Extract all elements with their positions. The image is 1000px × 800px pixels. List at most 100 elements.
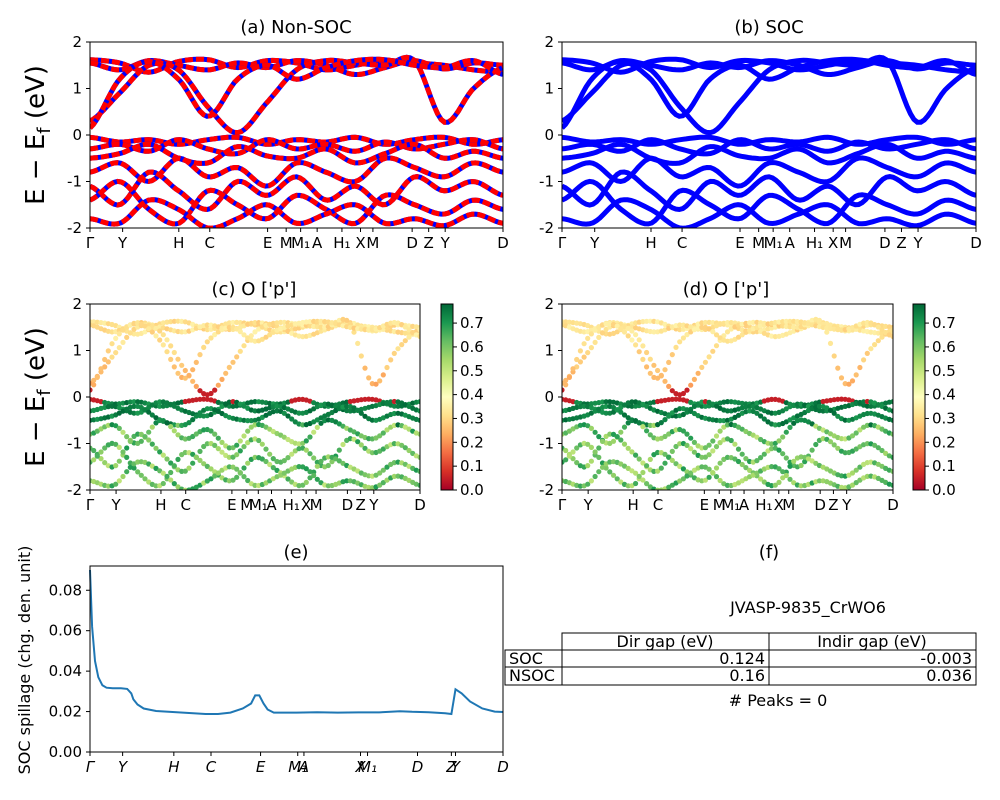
points: [90, 316, 420, 490]
x-tick-label: Γ: [86, 234, 95, 252]
band-point: [776, 438, 782, 444]
x-tick-label: X: [301, 496, 311, 514]
band-point: [655, 468, 661, 474]
band-point: [171, 463, 177, 469]
band-point: [274, 403, 280, 409]
band-point: [391, 350, 397, 356]
band-point: [175, 456, 181, 462]
band-point: [138, 472, 144, 478]
colorbar-tick-label: 0.5: [460, 362, 484, 380]
axes-frame: [561, 303, 894, 491]
axes-frame: [561, 41, 977, 229]
band-point: [662, 451, 668, 457]
y-tick-label: 1: [72, 80, 82, 98]
band-point: [252, 320, 258, 326]
band-point: [724, 454, 731, 460]
band-point: [138, 438, 144, 444]
x-tick-label: E: [263, 234, 272, 252]
band-point: [791, 458, 797, 464]
band-point: [669, 352, 675, 358]
x-tick-label: Y: [117, 234, 128, 252]
band-point: [596, 445, 602, 451]
band-point: [585, 423, 591, 429]
x-tick-label: Γ: [86, 758, 96, 776]
band-point: [658, 465, 664, 471]
band-point: [175, 318, 181, 324]
band-point: [212, 442, 218, 448]
band-point: [743, 456, 749, 462]
band-point: [702, 477, 709, 483]
band-point: [651, 329, 657, 335]
band-point: [149, 329, 155, 335]
panel-b-title: (b) SOC: [734, 17, 803, 38]
bands: [90, 54, 503, 228]
band-line: [90, 197, 503, 228]
band-point: [563, 447, 569, 454]
colorbar-tick-label: 0.1: [932, 457, 956, 475]
band-line: [90, 134, 503, 147]
band-point: [230, 477, 236, 483]
band-point: [127, 330, 133, 336]
band-point: [245, 460, 251, 466]
band-point: [761, 479, 767, 485]
band-point: [618, 479, 624, 485]
x-tick-label: M₁: [721, 496, 740, 514]
band-point: [640, 469, 646, 476]
colorbar-gradient: [912, 303, 926, 491]
band-point: [160, 452, 166, 458]
band-point: [131, 410, 137, 416]
band-point: [171, 318, 177, 324]
band-point: [226, 324, 232, 330]
band-point: [592, 429, 598, 435]
band-point: [658, 372, 664, 378]
band-point: [369, 417, 375, 423]
band-point: [890, 327, 893, 333]
y-tick-label: 0: [72, 388, 82, 406]
band-point: [633, 470, 639, 476]
band-point: [391, 441, 397, 447]
band-point: [794, 401, 801, 407]
band-point: [563, 377, 569, 383]
band-point: [710, 329, 716, 335]
band-point: [259, 441, 265, 447]
x-tick-label: C: [205, 234, 215, 252]
band-point: [732, 441, 738, 447]
band-point: [263, 458, 269, 465]
axes-frame: [89, 303, 421, 491]
band-point: [204, 406, 210, 412]
x-tick-label: C: [206, 758, 217, 776]
band-point: [691, 403, 698, 409]
x-tick-label: C: [653, 496, 663, 514]
band-point: [717, 477, 723, 484]
band-point: [281, 434, 287, 440]
band-point: [596, 454, 602, 460]
band-point: [168, 343, 174, 349]
band-point: [164, 473, 170, 479]
y-tick-label: 2: [544, 33, 554, 51]
band-point: [116, 458, 122, 464]
x-tick-label: Z: [445, 758, 457, 776]
band-point: [124, 434, 130, 440]
band-point: [599, 464, 606, 470]
band-point: [710, 470, 716, 476]
band-point: [296, 410, 302, 416]
band-point: [98, 449, 104, 455]
band-point: [241, 332, 247, 338]
band-point: [168, 477, 174, 483]
band-point: [717, 440, 723, 446]
band-point: [380, 480, 386, 486]
band-point: [142, 434, 148, 440]
band-point: [647, 356, 653, 362]
band-point: [120, 449, 126, 455]
band-point: [311, 429, 317, 435]
band-point: [197, 410, 203, 416]
band-point: [153, 333, 159, 339]
band-point: [669, 396, 675, 402]
band-point: [577, 348, 584, 354]
band-point: [197, 448, 203, 454]
band-point: [787, 424, 793, 430]
band-point: [109, 329, 115, 335]
band-point: [666, 359, 672, 365]
